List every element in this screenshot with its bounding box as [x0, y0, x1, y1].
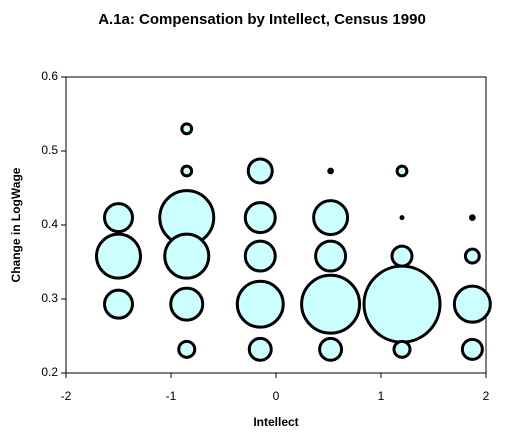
- bubble: [312, 199, 350, 237]
- bubble: [314, 239, 348, 273]
- bubble: [469, 214, 476, 221]
- y-tick-label: 0.3: [41, 291, 58, 305]
- y-tick-label: 0.6: [41, 69, 58, 83]
- bubble: [362, 264, 442, 344]
- bubble: [460, 337, 484, 361]
- y-tick-label: 0.5: [41, 143, 58, 157]
- chart-title: A.1a: Compensation by Intellect, Census …: [98, 11, 426, 28]
- bubble: [300, 273, 362, 335]
- y-tick-label: 0.2: [41, 365, 58, 379]
- bubble: [246, 157, 274, 185]
- x-tick-label: 1: [378, 389, 385, 403]
- bubble: [247, 336, 273, 362]
- bubble: [395, 164, 409, 178]
- bubble: [177, 339, 197, 359]
- bubble: [180, 164, 194, 178]
- bubble: [180, 122, 194, 136]
- y-tick-label: 0.4: [41, 217, 58, 231]
- x-axis-label: Intellect: [253, 415, 298, 429]
- bubble: [169, 286, 205, 322]
- bubble: [243, 201, 277, 235]
- bubble: [95, 232, 142, 280]
- x-tick-label: -2: [61, 389, 72, 403]
- bubble: [463, 247, 481, 265]
- bubble: [103, 288, 134, 320]
- bubble: [392, 339, 412, 359]
- bubble: [399, 215, 405, 221]
- x-tick-label: 2: [483, 389, 490, 403]
- bubble: [103, 202, 134, 234]
- bubble: [163, 232, 211, 280]
- x-tick-label: -1: [166, 389, 177, 403]
- bubble: [327, 167, 334, 175]
- bubble: [318, 336, 344, 362]
- y-axis-label: Change in LogWage: [9, 167, 23, 282]
- bubble: [390, 244, 414, 268]
- bubble: [243, 239, 277, 273]
- bubble: [452, 284, 492, 324]
- bubble: [235, 279, 285, 329]
- x-tick-label: 0: [273, 389, 280, 403]
